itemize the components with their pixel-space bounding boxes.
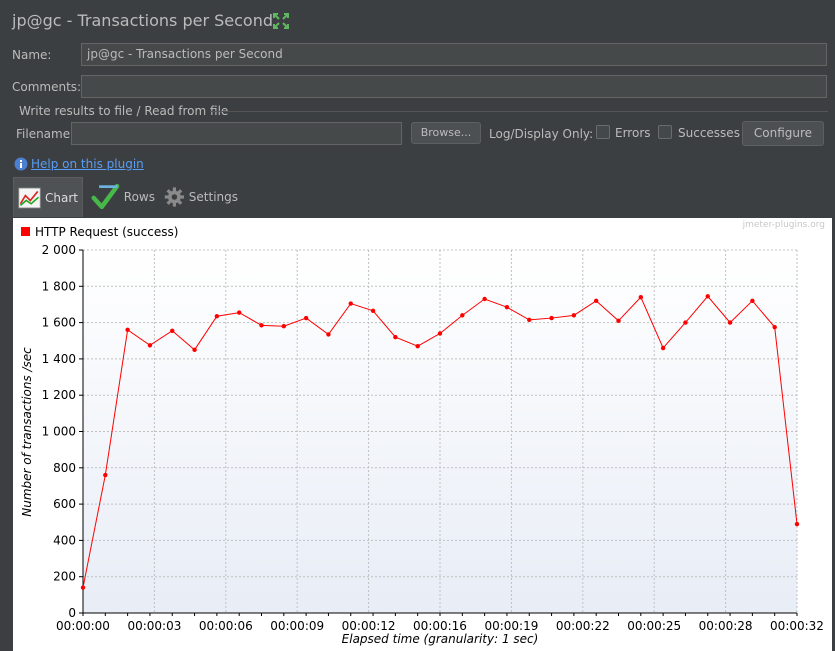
- data-point: [571, 313, 577, 318]
- x-tick-label: 00:00:00: [56, 619, 110, 633]
- y-tick-label: 1 400: [42, 352, 76, 366]
- successes-checkbox[interactable]: [658, 125, 672, 139]
- x-tick-label: 00:00:09: [270, 619, 324, 633]
- chart-icon: [18, 187, 41, 208]
- x-tick-label: 00:00:22: [556, 619, 610, 633]
- y-tick-label: 0: [68, 606, 76, 620]
- data-point: [727, 320, 733, 325]
- watermark: jmeter-plugins.org: [742, 220, 825, 230]
- data-point: [794, 521, 800, 527]
- tab-chart-label: Chart: [45, 190, 78, 205]
- data-point: [370, 308, 376, 314]
- browse-button[interactable]: Browse...: [411, 122, 481, 144]
- chart-panel: 0 200 400 600 800 1 000 1 200 1 400 1 600 1 800 2 …: [13, 218, 832, 651]
- data-point: [348, 301, 353, 306]
- x-tick-label: 00:00:28: [699, 619, 753, 633]
- tab-chart[interactable]: Chart: [13, 177, 83, 217]
- data-point: [705, 294, 710, 299]
- y-tick-label: 200: [53, 570, 76, 584]
- name-label: Name:: [12, 48, 52, 62]
- help-link[interactable]: Help on this plugin: [31, 157, 144, 171]
- y-tick-label: 600: [53, 497, 76, 511]
- data-point: [638, 294, 644, 300]
- y-tick-label: 1 600: [42, 316, 76, 330]
- data-point: [482, 296, 487, 302]
- legend-label: HTTP Request (success): [35, 225, 178, 239]
- x-tick-label: 00:00:12: [342, 619, 396, 633]
- y-tick-label: 1 000: [42, 425, 76, 439]
- data-point: [192, 347, 197, 353]
- expand-icon[interactable]: [272, 12, 290, 30]
- x-tick-label: 00:00:16: [413, 619, 467, 633]
- window-title: jp@gc - Transactions per Second: [12, 11, 273, 30]
- checkmark-icon: [91, 183, 120, 210]
- tab-settings[interactable]: Settings: [160, 177, 242, 217]
- filename-input[interactable]: [71, 122, 402, 145]
- gear-icon: [164, 187, 184, 207]
- data-point: [527, 317, 532, 323]
- log-display-label: Log/Display Only:: [489, 127, 594, 141]
- tab-rows[interactable]: Rows: [87, 177, 159, 217]
- chart-svg: 0 200 400 600 800 1 000 1 200 1 400 1 600 1 800 2 …: [20, 220, 825, 646]
- data-point: [415, 343, 420, 349]
- x-tick-label: 00:00:19: [484, 619, 538, 633]
- x-axis-label: Elapsed time (granularity: 1 sec): [342, 632, 539, 646]
- successes-label: Successes: [678, 126, 740, 140]
- y-tick-label: 1 200: [42, 388, 76, 402]
- data-point: [80, 585, 86, 590]
- data-point: [504, 304, 510, 310]
- data-point: [660, 345, 666, 351]
- data-point: [549, 315, 554, 321]
- x-tick-label: 00:00:06: [199, 619, 253, 633]
- legend-swatch: [21, 227, 30, 236]
- data-point: [259, 323, 264, 328]
- x-tick-label: 00:00:25: [627, 619, 681, 633]
- tab-rows-label: Rows: [123, 190, 155, 204]
- data-point: [125, 327, 130, 333]
- data-point: [593, 298, 599, 304]
- errors-label: Errors: [615, 126, 651, 140]
- comments-field[interactable]: [81, 75, 827, 98]
- filename-label: Filename: [16, 127, 71, 141]
- data-point: [683, 320, 688, 325]
- configure-button[interactable]: Configure: [742, 121, 824, 146]
- x-tick-label: 00:00:03: [127, 619, 181, 633]
- data-point: [147, 343, 153, 348]
- data-point: [616, 318, 621, 323]
- file-group-title: Write results to file / Read from file: [19, 104, 229, 118]
- y-axis-label: Number of transactions /sec: [20, 347, 34, 517]
- data-point: [103, 472, 108, 478]
- y-tick-label: 400: [53, 533, 76, 547]
- y-tick-label: 2 000: [42, 243, 76, 257]
- name-field[interactable]: jp@gc - Transactions per Second: [81, 43, 827, 66]
- data-point: [326, 332, 331, 337]
- group-divider: [210, 111, 828, 112]
- data-point: [460, 313, 465, 318]
- data-point: [750, 298, 755, 304]
- info-icon: [14, 157, 28, 171]
- data-point: [281, 324, 287, 329]
- y-tick-label: 800: [53, 461, 76, 475]
- data-point: [170, 328, 175, 333]
- data-point: [214, 314, 220, 319]
- data-point: [303, 315, 309, 321]
- y-tick-label: 1 800: [42, 279, 76, 293]
- data-point: [437, 331, 443, 336]
- data-point: [393, 334, 398, 340]
- data-point: [772, 324, 777, 330]
- comments-label: Comments:: [12, 80, 82, 94]
- tab-settings-label: Settings: [188, 190, 238, 204]
- errors-checkbox[interactable]: [596, 125, 610, 139]
- x-tick-label: 00:00:32: [770, 619, 824, 633]
- data-point: [236, 310, 242, 315]
